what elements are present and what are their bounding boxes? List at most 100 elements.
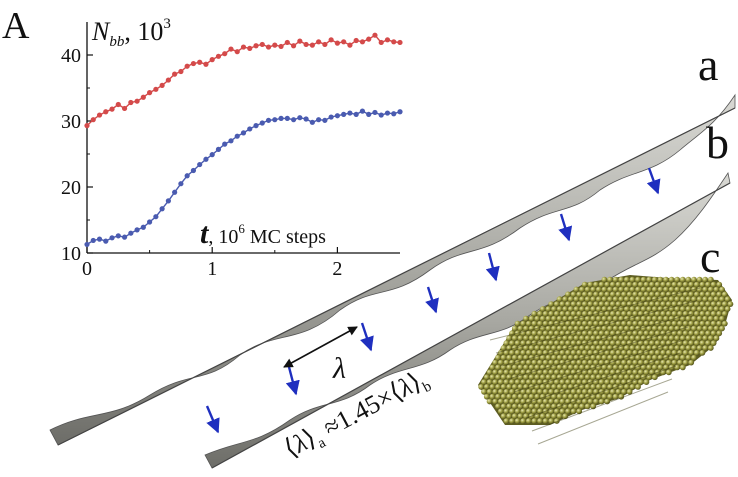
- crystal-atom: [570, 388, 577, 395]
- crystal-atom: [553, 320, 560, 327]
- crystal-atom: [528, 345, 535, 351]
- crystal-atom: [688, 320, 695, 327]
- crystal-atom: [665, 340, 672, 346]
- crystal-atom: [579, 296, 585, 303]
- crystal-atom: [635, 296, 641, 303]
- crystal-atom: [674, 315, 681, 322]
- crystal-atom: [509, 330, 515, 337]
- crystal-atom: [523, 335, 529, 342]
- crystal-atom: [523, 364, 529, 371]
- crystal-atom: [640, 296, 647, 303]
- crystal-atom: [637, 281, 644, 288]
- crystal-atom: [654, 310, 661, 317]
- crystal-atom: [654, 359, 661, 366]
- crystal-atom: [679, 335, 686, 342]
- crystal-atom: [696, 345, 703, 351]
- crystal-atom: [604, 291, 611, 298]
- panel-label-c: c: [700, 231, 720, 282]
- data-point: [140, 94, 146, 100]
- data-point: [359, 39, 366, 45]
- data-point: [222, 51, 228, 57]
- crystal-atom: [598, 379, 605, 385]
- data-point: [303, 41, 309, 48]
- crystal-atom: [548, 330, 555, 337]
- crystal-atom: [646, 296, 653, 303]
- crystal-atom: [643, 369, 650, 376]
- crystal-atom: [520, 379, 527, 385]
- crystal-atom: [651, 335, 658, 342]
- crystal-atom: [587, 330, 594, 337]
- crystal-atom: [660, 310, 667, 317]
- crystal-atom: [506, 335, 513, 342]
- crystal-atom: [665, 369, 672, 376]
- crystal-atom: [635, 354, 641, 361]
- crystal-atom: [598, 398, 605, 405]
- crystal-atom: [565, 310, 571, 317]
- crystal-atom: [553, 359, 560, 366]
- crystal-atom: [528, 325, 535, 332]
- data-point: [128, 230, 134, 236]
- crystal-atom: [629, 354, 636, 361]
- crystal-atom: [570, 349, 577, 356]
- crystal-atom: [688, 281, 695, 288]
- crystal-atom: [523, 325, 529, 332]
- crystal-step-line: [495, 300, 697, 354]
- crystal-atom: [654, 281, 661, 288]
- crystal-atom: [615, 388, 622, 395]
- crystal-atom: [668, 306, 675, 312]
- crystal-atom: [607, 364, 613, 371]
- crystal-atom: [626, 320, 633, 327]
- crystal-atom: [576, 291, 583, 298]
- crystal-atom: [629, 276, 636, 283]
- crystal-atom: [576, 408, 583, 415]
- crystal-atom: [696, 296, 703, 303]
- crystal-atom: [629, 374, 636, 381]
- y-axis-label: Nbb, 103: [91, 16, 171, 50]
- crystal-atom: [671, 330, 678, 337]
- crystal-atom: [677, 320, 683, 327]
- crystal-atom: [573, 354, 580, 361]
- crystal-atom: [685, 315, 692, 322]
- crystal-atom: [528, 403, 535, 410]
- crystal-atom: [492, 388, 499, 395]
- crystal-atom: [685, 286, 692, 293]
- crystal-atom: [576, 388, 583, 395]
- crystal-atom: [640, 325, 647, 332]
- crystal-atom: [503, 398, 510, 405]
- crystal-atom: [590, 325, 597, 332]
- crystal-atom: [595, 393, 602, 400]
- crystal-atom: [632, 320, 639, 327]
- crystal-atom: [556, 364, 563, 371]
- crystal-atom: [615, 330, 622, 337]
- crystal-atom: [531, 320, 538, 327]
- crystal-atom: [581, 359, 588, 366]
- crystal-atom: [618, 315, 625, 322]
- crystal-atom: [643, 349, 650, 356]
- crystal-atom: [604, 281, 611, 288]
- crystal-atom: [534, 354, 541, 361]
- y-tick-label: 40: [61, 45, 81, 67]
- crystal-atom: [660, 330, 667, 337]
- crystal-atom: [609, 379, 616, 385]
- crystal-atom: [551, 374, 557, 381]
- crystal-atom: [520, 369, 527, 376]
- crystal-atom: [590, 364, 597, 371]
- crystal-atom: [685, 306, 692, 312]
- crystal-atom: [607, 276, 613, 283]
- crystal-atom: [539, 354, 546, 361]
- data-point: [303, 116, 309, 122]
- crystal-atom: [559, 359, 566, 366]
- crystal-atom: [581, 310, 588, 317]
- data-point: [178, 181, 184, 187]
- crystal-atom: [682, 301, 689, 307]
- crystal-atom: [553, 379, 560, 385]
- crystal-atom: [707, 276, 714, 283]
- crystal-atom: [713, 315, 720, 322]
- crystal-atom: [699, 310, 706, 317]
- crystal-atom: [651, 325, 658, 332]
- crystal-atom: [553, 369, 560, 376]
- crystal-atom: [685, 276, 692, 283]
- crystal-atom: [688, 330, 695, 337]
